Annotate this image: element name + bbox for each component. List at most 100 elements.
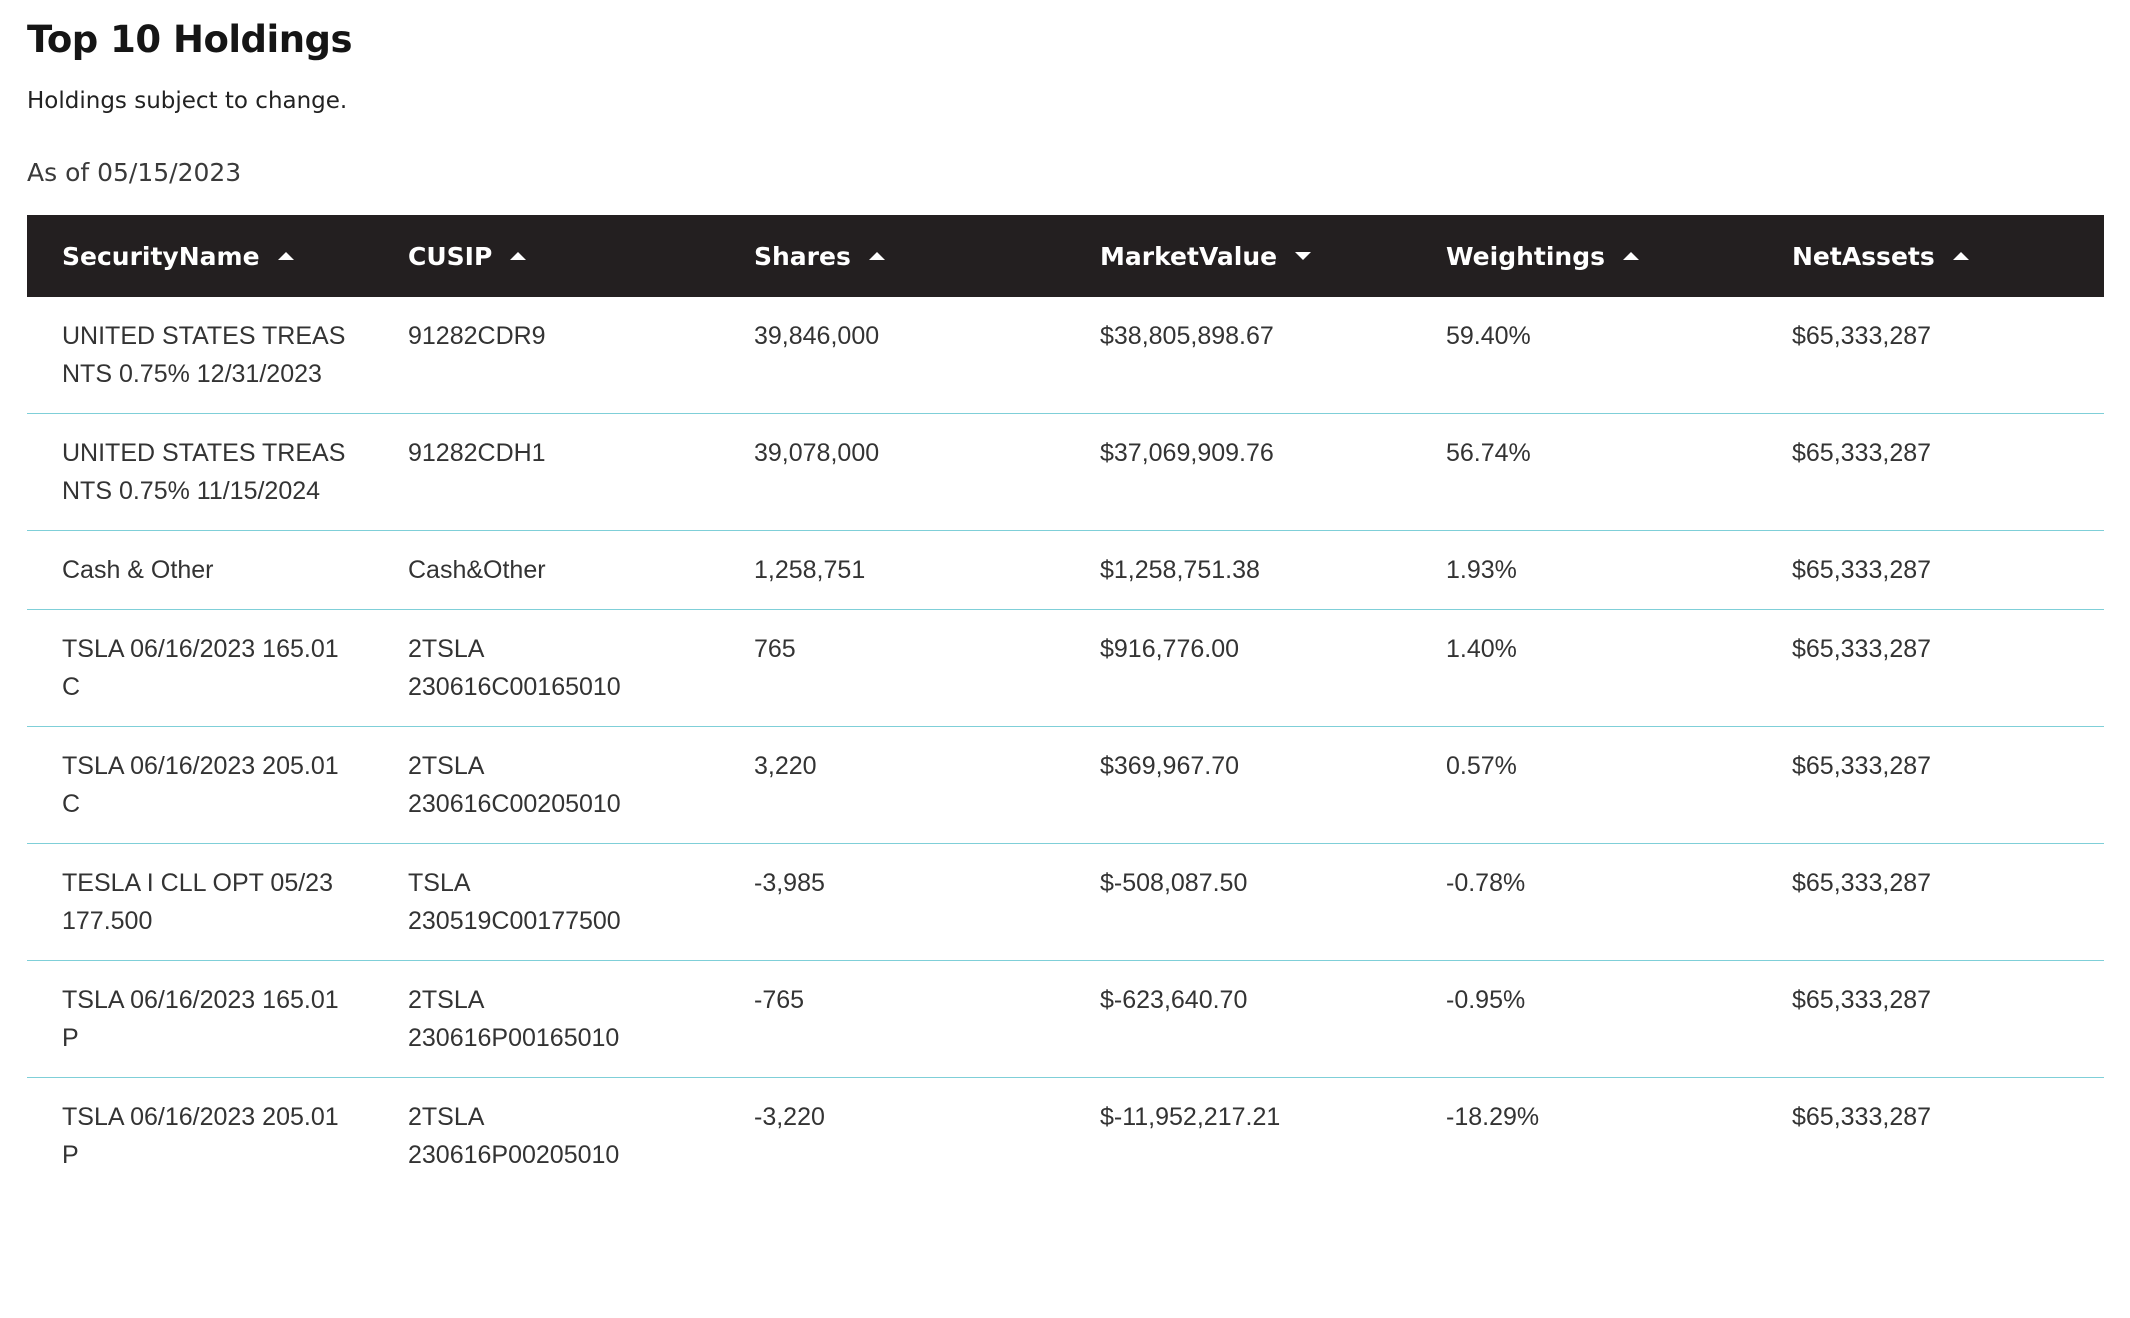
cusip-cell: 91282CDR9 [373,297,719,414]
market-value-cell-text: $1,258,751.38 [1100,556,1260,584]
weighting-cell: -18.29% [1411,1078,1757,1195]
shares-cell-text: -3,985 [754,869,825,897]
shares-cell-text: 39,078,000 [754,439,880,467]
market-value-cell-text: $369,967.70 [1100,752,1240,780]
weighting-cell-text: 1.93% [1446,556,1517,584]
table-row: UNITED STATES TREAS NTS 0.75% 11/15/2024… [27,414,2104,531]
weighting-cell: -0.95% [1411,961,1757,1078]
cusip-cell-text: Cash&Other [408,556,546,584]
cusip-cell: 2TSLA 230616P00205010 [373,1078,719,1195]
sort-down-icon[interactable] [1295,251,1312,260]
sort-up-icon[interactable] [277,251,294,260]
column-header-security-name[interactable]: SecurityName [27,215,373,297]
column-header-label: SecurityName [62,241,260,271]
net-assets-cell: $65,333,287 [1757,1078,2104,1195]
net-assets-cell: $65,333,287 [1757,961,2104,1078]
table-header: SecurityName CUSIP Shares MarketValue Weight… [27,215,2104,297]
shares-cell: 3,220 [719,727,1065,844]
column-header-label: MarketValue [1100,241,1278,271]
weighting-cell: 1.40% [1411,610,1757,727]
security-name-cell-text: UNITED STATES TREAS NTS 0.75% 11/15/2024 [62,439,346,505]
net-assets-cell-text: $65,333,287 [1792,986,1932,1014]
column-header-shares[interactable]: Shares [719,215,1065,297]
cusip-cell-text: 2TSLA 230616P00205010 [408,1103,620,1169]
net-assets-cell-text: $65,333,287 [1792,1103,1932,1131]
weighting-cell: 56.74% [1411,414,1757,531]
cusip-cell: TSLA 230519C00177500 [373,844,719,961]
holdings-table: SecurityName CUSIP Shares MarketValue Weight… [27,215,2104,1194]
cusip-cell-text: 2TSLA 230616C00205010 [408,752,621,818]
security-name-cell-text: UNITED STATES TREAS NTS 0.75% 12/31/2023 [62,322,346,388]
shares-cell: 765 [719,610,1065,727]
table-body: UNITED STATES TREAS NTS 0.75% 12/31/2023… [27,297,2104,1194]
security-name-cell: TESLA I CLL OPT 05/23 177.500 [27,844,373,961]
shares-cell-text: 765 [754,635,796,663]
weighting-cell: 59.40% [1411,297,1757,414]
market-value-cell: $37,069,909.76 [1065,414,1411,531]
column-header-net-assets[interactable]: NetAssets [1757,215,2104,297]
column-header-market-value[interactable]: MarketValue [1065,215,1411,297]
net-assets-cell-text: $65,333,287 [1792,322,1932,350]
cusip-cell-text: 2TSLA 230616C00165010 [408,635,621,701]
cusip-cell: 2TSLA 230616C00165010 [373,610,719,727]
column-header-weightings[interactable]: Weightings [1411,215,1757,297]
shares-cell: -3,985 [719,844,1065,961]
shares-cell: -3,220 [719,1078,1065,1195]
market-value-cell: $-508,087.50 [1065,844,1411,961]
net-assets-cell-text: $65,333,287 [1792,556,1932,584]
security-name-cell: TSLA 06/16/2023 165.01 P [27,961,373,1078]
market-value-cell: $1,258,751.38 [1065,531,1411,610]
table-row: TSLA 06/16/2023 205.01 C 2TSLA 230616C002… [27,727,2104,844]
market-value-cell: $38,805,898.67 [1065,297,1411,414]
security-name-cell: TSLA 06/16/2023 205.01 C [27,727,373,844]
net-assets-cell: $65,333,287 [1757,531,2104,610]
cusip-cell-text: 2TSLA 230616P00165010 [408,986,620,1052]
table-row: TSLA 06/16/2023 165.01 P 2TSLA 230616P001… [27,961,2104,1078]
shares-cell-text: 39,846,000 [754,322,880,350]
cusip-cell-text: TSLA 230519C00177500 [408,869,621,935]
security-name-cell-text: TSLA 06/16/2023 165.01 P [62,986,339,1052]
weighting-cell: 0.57% [1411,727,1757,844]
net-assets-cell: $65,333,287 [1757,727,2104,844]
table-row: UNITED STATES TREAS NTS 0.75% 12/31/2023… [27,297,2104,414]
sort-up-icon[interactable] [510,251,527,260]
page-subtitle: Holdings subject to change. [27,88,348,114]
sort-up-icon[interactable] [1952,251,1969,260]
weighting-cell-text: 56.74% [1446,439,1531,467]
table-header-row: SecurityName CUSIP Shares MarketValue Weight… [27,215,2104,297]
net-assets-cell-text: $65,333,287 [1792,869,1932,897]
weighting-cell-text: -0.95% [1446,986,1526,1014]
security-name-cell: UNITED STATES TREAS NTS 0.75% 12/31/2023 [27,297,373,414]
market-value-cell: $-11,952,217.21 [1065,1078,1411,1195]
market-value-cell-text: $916,776.00 [1100,635,1240,663]
security-name-cell: TSLA 06/16/2023 205.01 P [27,1078,373,1195]
table-row: TESLA I CLL OPT 05/23 177.500 TSLA 230519… [27,844,2104,961]
cusip-cell-text: 91282CDH1 [408,439,546,467]
page-title: Top 10 Holdings [27,18,353,61]
market-value-cell: $916,776.00 [1065,610,1411,727]
security-name-cell-text: TESLA I CLL OPT 05/23 177.500 [62,869,333,935]
market-value-cell-text: $37,069,909.76 [1100,439,1274,467]
weighting-cell: 1.93% [1411,531,1757,610]
as-of-date: As of 05/15/2023 [27,158,242,187]
market-value-cell: $-623,640.70 [1065,961,1411,1078]
column-header-label: Shares [754,241,851,271]
weighting-cell-text: 0.57% [1446,752,1517,780]
shares-cell-text: 1,258,751 [754,556,866,584]
weighting-cell-text: 1.40% [1446,635,1517,663]
shares-cell-text: 3,220 [754,752,817,780]
market-value-cell-text: $-623,640.70 [1100,986,1248,1014]
net-assets-cell: $65,333,287 [1757,844,2104,961]
net-assets-cell-text: $65,333,287 [1792,439,1932,467]
sort-up-icon[interactable] [868,251,885,260]
shares-cell: 39,078,000 [719,414,1065,531]
weighting-cell-text: -18.29% [1446,1103,1540,1131]
table-row: Cash & Other Cash&Other 1,258,751 $1,258,75… [27,531,2104,610]
column-header-cusip[interactable]: CUSIP [373,215,719,297]
cusip-cell: 91282CDH1 [373,414,719,531]
sort-up-icon[interactable] [1623,251,1639,260]
weighting-cell-text: 59.40% [1446,322,1531,350]
weighting-cell-text: -0.78% [1446,869,1526,897]
security-name-cell-text: TSLA 06/16/2023 205.01 C [62,752,339,818]
